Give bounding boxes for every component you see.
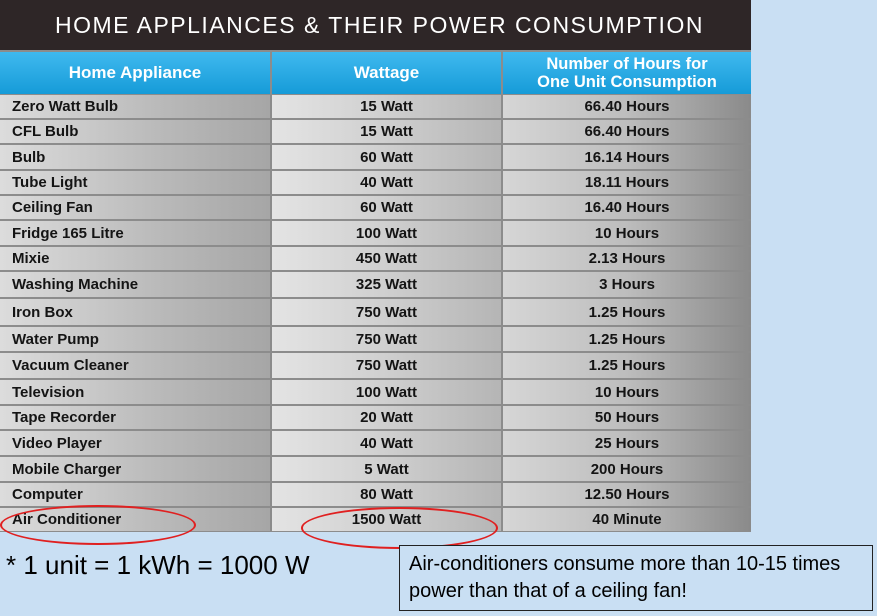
- header-hours-line2: One Unit Consumption: [537, 73, 717, 91]
- cell-hours: 10 Hours: [503, 221, 751, 245]
- cell-hours: 66.40 Hours: [503, 95, 751, 118]
- cell-hours: 200 Hours: [503, 457, 751, 481]
- cell-appliance: Video Player: [0, 431, 270, 455]
- table-image: HOME APPLIANCES & THEIR POWER CONSUMPTIO…: [0, 0, 751, 532]
- cell-wattage: 15 Watt: [272, 120, 501, 143]
- table-row: Ceiling Fan 60 Watt 16.40 Hours: [0, 195, 751, 220]
- cell-hours: 16.14 Hours: [503, 145, 751, 169]
- table-row: Television 100 Watt 10 Hours: [0, 379, 751, 405]
- cell-hours: 12.50 Hours: [503, 483, 751, 506]
- cell-wattage: 40 Watt: [272, 171, 501, 194]
- cell-hours: 25 Hours: [503, 431, 751, 455]
- cell-hours: 50 Hours: [503, 406, 751, 429]
- cell-appliance: Ceiling Fan: [0, 196, 270, 219]
- callout-box: Air-conditioners consume more than 10-15…: [399, 545, 873, 611]
- cell-wattage: 60 Watt: [272, 196, 501, 219]
- header-wattage: Wattage: [272, 52, 501, 94]
- cell-hours: 10 Hours: [503, 380, 751, 404]
- cell-appliance: Fridge 165 Litre: [0, 221, 270, 245]
- cell-appliance: Air Conditioner: [0, 508, 270, 531]
- table-row: Mobile Charger 5 Watt 200 Hours: [0, 456, 751, 482]
- cell-wattage: 5 Watt: [272, 457, 501, 481]
- cell-appliance: Vacuum Cleaner: [0, 353, 270, 378]
- cell-appliance: Iron Box: [0, 299, 270, 325]
- cell-appliance: Water Pump: [0, 327, 270, 351]
- cell-hours: 18.11 Hours: [503, 171, 751, 194]
- cell-appliance: Washing Machine: [0, 272, 270, 297]
- unit-note: * 1 unit = 1 kWh = 1000 W: [6, 550, 310, 580]
- cell-wattage: 100 Watt: [272, 221, 501, 245]
- table-row: Tape Recorder 20 Watt 50 Hours: [0, 405, 751, 430]
- header-hours: Number of Hours for One Unit Consumption: [503, 52, 751, 94]
- cell-appliance: Bulb: [0, 145, 270, 169]
- cell-appliance: Zero Watt Bulb: [0, 95, 270, 118]
- table-row: Computer 80 Watt 12.50 Hours: [0, 482, 751, 507]
- cell-appliance: Mixie: [0, 247, 270, 270]
- cell-wattage: 325 Watt: [272, 272, 501, 297]
- table-row: CFL Bulb 15 Watt 66.40 Hours: [0, 119, 751, 144]
- cell-wattage: 20 Watt: [272, 406, 501, 429]
- cell-hours: 2.13 Hours: [503, 247, 751, 270]
- cell-wattage: 750 Watt: [272, 353, 501, 378]
- cell-hours: 1.25 Hours: [503, 353, 751, 378]
- table-row: Washing Machine 325 Watt 3 Hours: [0, 271, 751, 298]
- cell-appliance: CFL Bulb: [0, 120, 270, 143]
- cell-appliance: Tape Recorder: [0, 406, 270, 429]
- cell-appliance: Mobile Charger: [0, 457, 270, 481]
- table-row: Iron Box 750 Watt 1.25 Hours: [0, 298, 751, 326]
- cell-wattage: 40 Watt: [272, 431, 501, 455]
- table-row: Vacuum Cleaner 750 Watt 1.25 Hours: [0, 352, 751, 379]
- table-row: Mixie 450 Watt 2.13 Hours: [0, 246, 751, 271]
- table-row: Fridge 165 Litre 100 Watt 10 Hours: [0, 220, 751, 246]
- header-hours-line1: Number of Hours for: [546, 55, 708, 73]
- cell-wattage: 450 Watt: [272, 247, 501, 270]
- cell-appliance: Television: [0, 380, 270, 404]
- cell-wattage: 80 Watt: [272, 483, 501, 506]
- cell-hours: 3 Hours: [503, 272, 751, 297]
- table-row: Air Conditioner 1500 Watt 40 Minute: [0, 507, 751, 532]
- cell-appliance: Tube Light: [0, 171, 270, 194]
- cell-wattage: 750 Watt: [272, 327, 501, 351]
- table-row: Video Player 40 Watt 25 Hours: [0, 430, 751, 456]
- cell-wattage: 750 Watt: [272, 299, 501, 325]
- cell-wattage: 1500 Watt: [272, 508, 501, 531]
- table-title: HOME APPLIANCES & THEIR POWER CONSUMPTIO…: [0, 0, 751, 50]
- cell-hours: 1.25 Hours: [503, 327, 751, 351]
- table-row: Zero Watt Bulb 15 Watt 66.40 Hours: [0, 94, 751, 119]
- cell-hours: 16.40 Hours: [503, 196, 751, 219]
- table-row: Bulb 60 Watt 16.14 Hours: [0, 144, 751, 170]
- table-row: Tube Light 40 Watt 18.11 Hours: [0, 170, 751, 195]
- table-header: Home Appliance Wattage Number of Hours f…: [0, 52, 751, 94]
- cell-wattage: 15 Watt: [272, 95, 501, 118]
- cell-hours: 40 Minute: [503, 508, 751, 531]
- cell-hours: 66.40 Hours: [503, 120, 751, 143]
- table-row: Water Pump 750 Watt 1.25 Hours: [0, 326, 751, 352]
- cell-appliance: Computer: [0, 483, 270, 506]
- cell-hours: 1.25 Hours: [503, 299, 751, 325]
- header-appliance: Home Appliance: [0, 52, 270, 94]
- cell-wattage: 100 Watt: [272, 380, 501, 404]
- cell-wattage: 60 Watt: [272, 145, 501, 169]
